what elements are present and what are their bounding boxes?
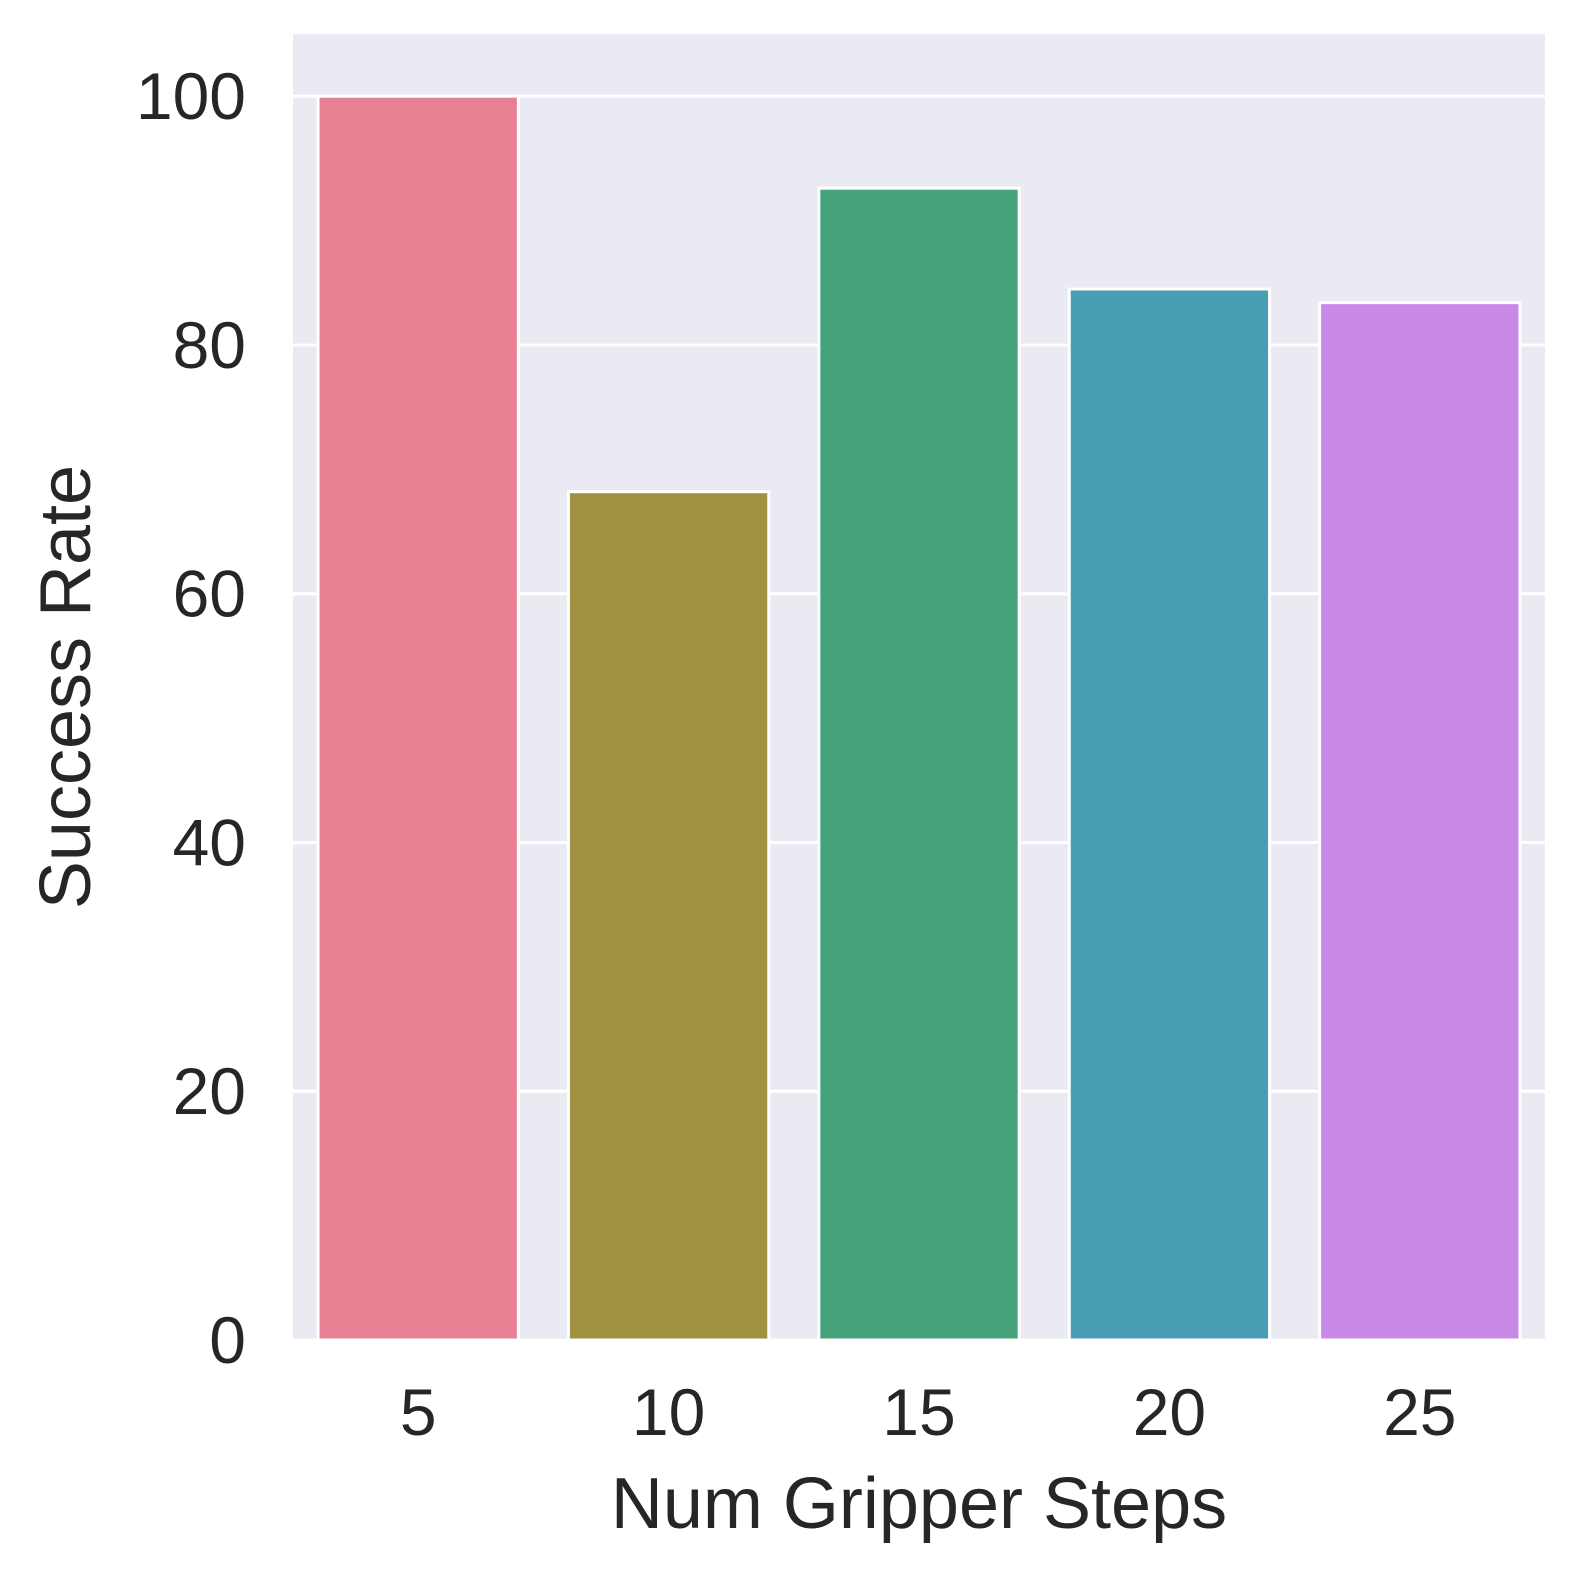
y-tick-label: 60 (173, 557, 246, 631)
bars (316, 94, 1522, 1342)
y-tick-labels: 0 20 40 60 80 100 (136, 59, 246, 1377)
x-tick-label: 25 (1383, 1375, 1456, 1449)
y-tick-label: 100 (136, 59, 246, 133)
x-axis-label: Num Gripper Steps (611, 1464, 1227, 1544)
y-tick-label: 20 (173, 1054, 246, 1128)
bar-10 (566, 490, 771, 1342)
bar-5 (316, 94, 520, 1342)
y-tick-label: 40 (173, 805, 246, 879)
y-axis-label: Success Rate (26, 465, 106, 909)
y-tick-label: 80 (173, 308, 246, 382)
bar-25 (1318, 301, 1522, 1342)
bar-15 (817, 186, 1021, 1342)
x-tick-label: 15 (882, 1375, 955, 1449)
x-tick-label: 5 (400, 1375, 437, 1449)
x-tick-label: 20 (1133, 1375, 1206, 1449)
bar-20 (1067, 287, 1272, 1342)
y-tick-label: 0 (209, 1303, 246, 1377)
x-tick-labels: 5 10 15 20 25 (400, 1375, 1457, 1449)
x-tick-label: 10 (632, 1375, 705, 1449)
